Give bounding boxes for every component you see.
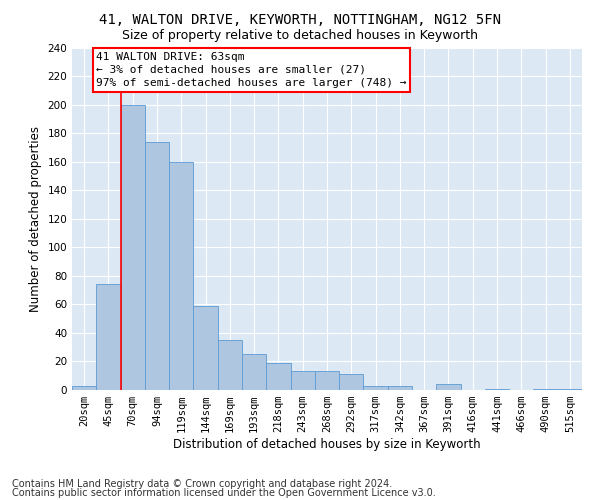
Bar (266, 363, 290, 390)
Bar (485, 388, 509, 390)
X-axis label: Distribution of detached houses by size in Keyworth: Distribution of detached houses by size … (173, 438, 481, 451)
Bar (218, 340, 242, 390)
Bar (558, 388, 582, 390)
Y-axis label: Number of detached properties: Number of detached properties (29, 126, 42, 312)
Bar (364, 386, 388, 390)
Bar (388, 386, 412, 390)
Text: 41, WALTON DRIVE, KEYWORTH, NOTTINGHAM, NG12 5FN: 41, WALTON DRIVE, KEYWORTH, NOTTINGHAM, … (99, 12, 501, 26)
Text: 41 WALTON DRIVE: 63sqm
← 3% of detached houses are smaller (27)
97% of semi-deta: 41 WALTON DRIVE: 63sqm ← 3% of detached … (96, 52, 407, 88)
Bar (121, 104, 145, 390)
Bar (339, 374, 364, 390)
Bar (145, 142, 169, 390)
Bar (290, 372, 315, 390)
Text: Contains HM Land Registry data © Crown copyright and database right 2024.: Contains HM Land Registry data © Crown c… (12, 479, 392, 489)
Text: Contains public sector information licensed under the Open Government Licence v3: Contains public sector information licen… (12, 488, 436, 498)
Text: Size of property relative to detached houses in Keyworth: Size of property relative to detached ho… (122, 29, 478, 42)
Bar (436, 384, 461, 390)
Bar (96, 284, 121, 390)
Bar (193, 306, 218, 390)
Bar (315, 372, 339, 390)
Bar (533, 388, 558, 390)
Bar (242, 354, 266, 390)
Bar (169, 162, 193, 390)
Bar (72, 386, 96, 390)
